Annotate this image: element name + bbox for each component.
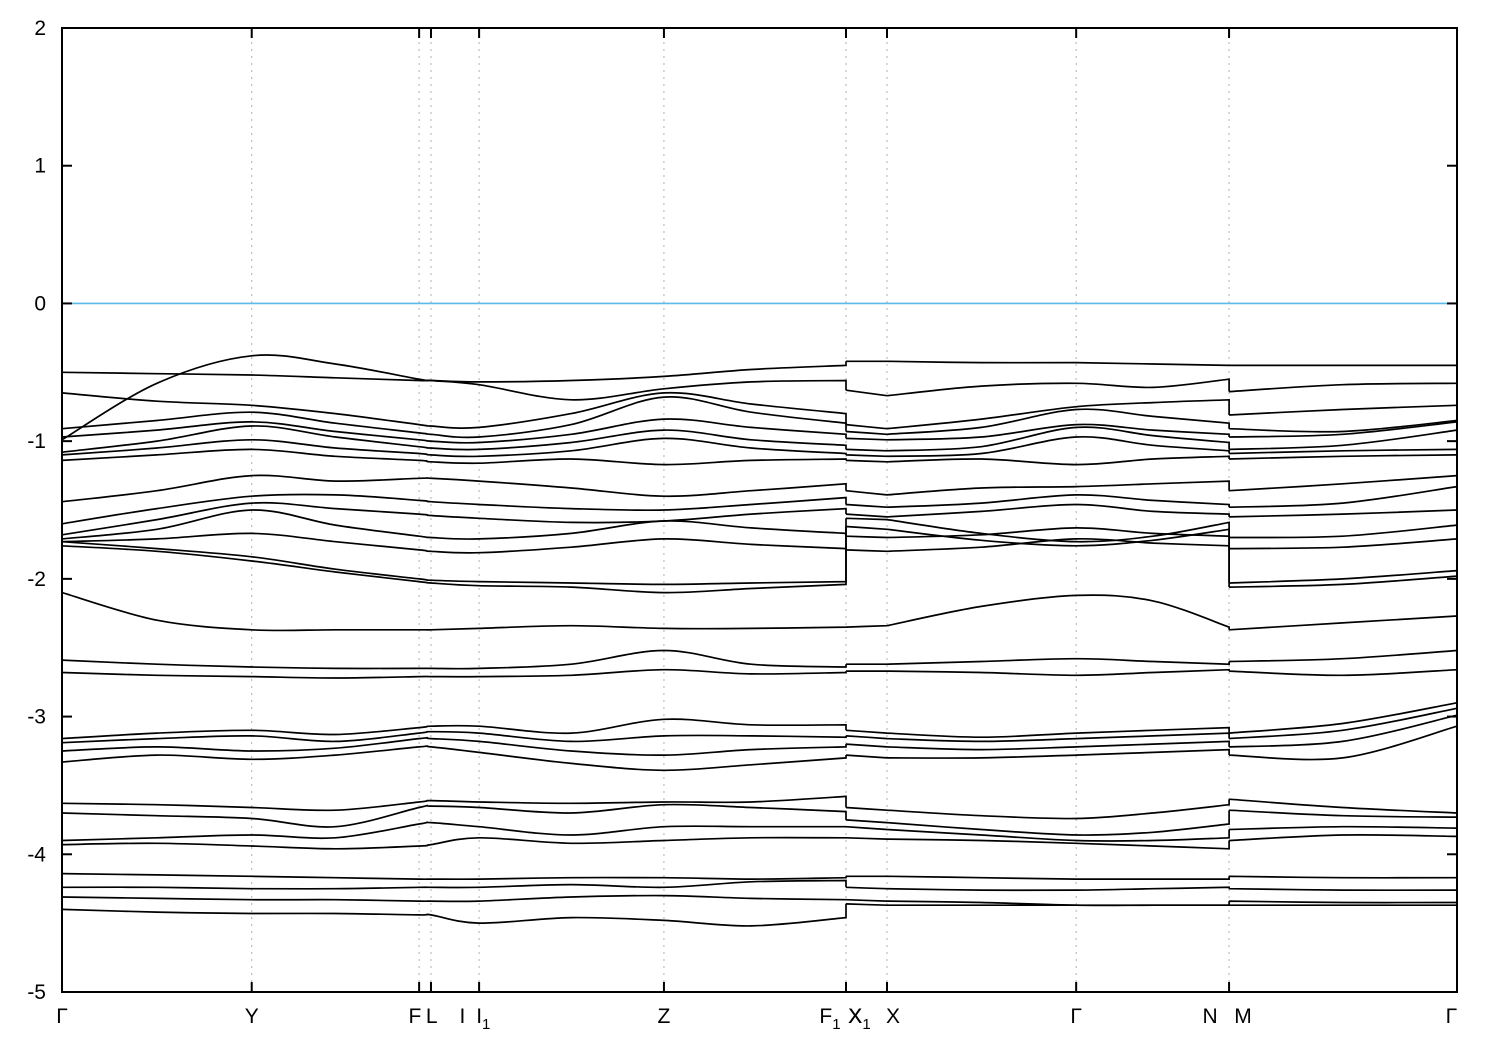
y-axis-tick-label: -5 [27,981,46,1004]
band-line [61,591,1458,632]
band-line [61,834,1458,850]
y-axis-tick-label: 0 [34,292,46,315]
x-axis-kpoint-label: L [426,1005,438,1028]
x-axis-kpoint-label: F1 [819,1005,840,1033]
band-line [61,448,1458,466]
x-axis-kpoint-label: X [848,1005,862,1028]
x-axis-kpoint-label: N [1202,1005,1217,1028]
x-axis-kpoint-label: I1 [476,1005,490,1033]
x-axis-kpoint-label: Γ [1446,1005,1458,1028]
band-line [61,872,1458,881]
band-line [61,517,1458,586]
x-axis-kpoint-label: Z [658,1005,671,1028]
x-axis-kpoint-label: Y [245,1005,259,1028]
band-line [61,485,1458,525]
x-axis-kpoint-label: I [459,1005,465,1028]
y-axis-tick-label: 1 [34,155,46,178]
band-line [61,474,1458,503]
x-axis-kpoint-label: X1 [848,1005,870,1033]
band-line [61,803,1458,836]
y-axis-tick-label: -4 [27,843,46,866]
x-axis-kpoint-label: Γ [56,1005,68,1028]
y-axis-tick-label: 2 [34,17,46,40]
y-axis-tick-label: -2 [27,568,46,591]
band-line [61,903,1457,927]
band-line [61,668,1458,679]
y-axis-tick-label: -1 [27,430,46,453]
band-line [61,649,1458,670]
band-line [61,525,1458,594]
axis-border [61,27,1458,993]
x-axis-kpoint-label: X [886,1005,900,1028]
band-line [61,501,1458,536]
x-axis-kpoint-label: F [409,1005,422,1028]
y-axis-tick-label: -3 [27,706,46,729]
band-line [61,354,1458,441]
band-line [61,396,1458,439]
band-line [61,701,1458,740]
band-line [61,425,1458,454]
band-line [61,532,1458,554]
x-axis-kpoint-label: Γ [1070,1005,1082,1028]
band-line [61,714,1458,756]
band-line [61,821,1458,842]
band-line [61,795,1458,820]
band-line [61,435,1458,458]
band-line [61,707,1458,744]
band-line [61,509,1458,540]
band-line [61,725,1458,772]
band-line [61,894,1458,907]
band-line [61,418,1458,444]
band-line [61,391,1458,430]
band-line [61,879,1458,892]
x-axis-kpoint-label: M [1234,1005,1252,1028]
band-line [61,360,1457,383]
